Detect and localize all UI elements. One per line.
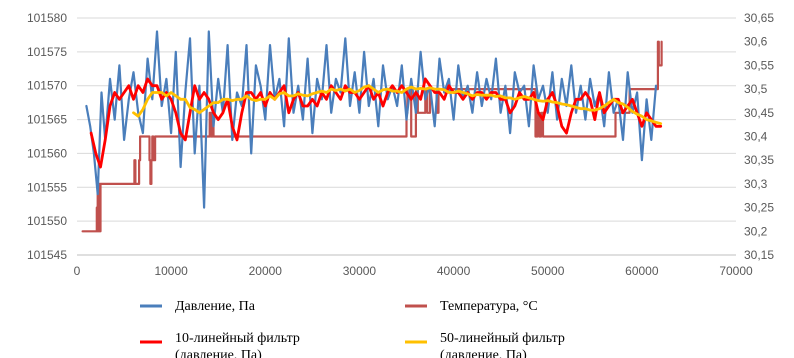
x-tick-label: 0: [74, 264, 81, 278]
y-left-tick-label: 101545: [27, 248, 67, 262]
x-tick-label: 30000: [343, 264, 377, 278]
y-axis-right: 30,15 30,2 30,25 30,3 30,35 30,4 30,45 30,5 30,5…: [744, 11, 774, 262]
y-right-tick-label: 30,65: [744, 11, 774, 25]
y-right-tick-label: 30,45: [744, 106, 774, 120]
x-axis: 0 10000 20000 30000 40000 50000 60000 70000: [74, 254, 753, 278]
y-left-tick-label: 101555: [27, 180, 67, 194]
y-left-tick-label: 101580: [27, 11, 67, 25]
x-tick-label: 20000: [249, 264, 283, 278]
y-right-tick-label: 30,15: [744, 248, 774, 262]
plot-area: [81, 30, 663, 233]
y-right-tick-label: 30,2: [744, 224, 768, 238]
legend-label-filter50: 50-линейный фильтр: [440, 331, 565, 346]
y-left-tick-label: 101550: [27, 214, 67, 228]
y-right-tick-label: 30,4: [744, 130, 768, 144]
legend-label-filter50: (давление, Па): [440, 348, 527, 358]
x-tick-label: 70000: [719, 264, 753, 278]
x-tick-label: 50000: [531, 264, 565, 278]
y-left-tick-label: 101570: [27, 79, 67, 93]
x-tick-label: 60000: [625, 264, 659, 278]
legend-label-filter10: 10-линейный фильтр: [175, 331, 300, 346]
y-left-tick-label: 101560: [27, 146, 67, 160]
y-right-tick-label: 30,35: [744, 153, 774, 167]
x-tick-label: 10000: [154, 264, 188, 278]
y-right-tick-label: 30,3: [744, 177, 768, 191]
y-right-tick-label: 30,6: [744, 35, 768, 49]
x-tick-label: 40000: [437, 264, 471, 278]
series-line-temperature: [81, 40, 663, 233]
y-right-tick-label: 30,55: [744, 58, 774, 72]
y-left-tick-label: 101565: [27, 113, 67, 127]
y-right-tick-label: 30,25: [744, 201, 774, 215]
y-left-tick-label: 101575: [27, 45, 67, 59]
series-line-filter10: [89, 77, 663, 169]
legend: Давление, Па Температура, °С 10-линейный ф…: [140, 299, 565, 358]
legend-label-pressure: Давление, Па: [175, 299, 256, 314]
series-line-filter50: [132, 84, 663, 125]
y-axis-left: 101545 101550 101555 101560 101565 101570 1015…: [27, 11, 67, 262]
series-line-pressure: [85, 30, 658, 209]
legend-label-temperature: Температура, °С: [440, 299, 538, 314]
legend-label-filter10: (давление, Па): [175, 348, 262, 358]
y-right-tick-label: 30,5: [744, 82, 768, 96]
